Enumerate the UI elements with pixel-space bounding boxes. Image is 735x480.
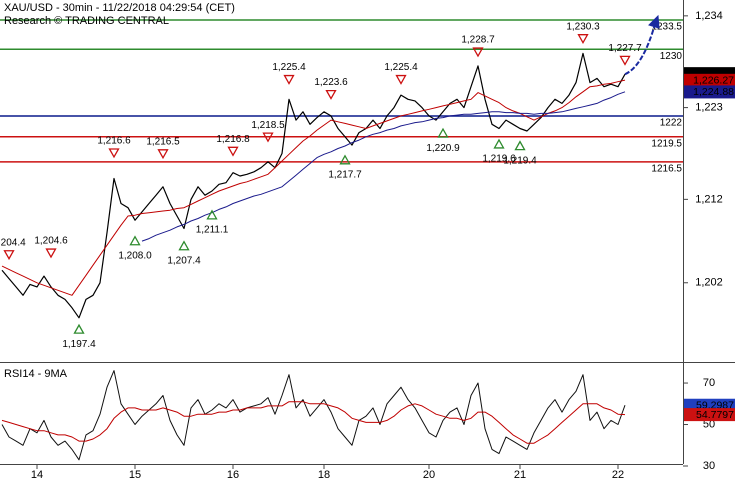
swing-low-label: 1,207.4 <box>167 255 201 266</box>
swing-high-label: 1,223.6 <box>314 77 348 88</box>
swing-low-marker <box>206 209 218 220</box>
swing-high-marker <box>395 74 407 85</box>
swing-high-label: 1,216.8 <box>216 134 250 145</box>
forecast-arrow-head <box>648 14 660 29</box>
swing-high-label: 1,230.3 <box>566 21 600 32</box>
swing-high-label: 1,218.5 <box>251 120 285 131</box>
swing-low-marker <box>514 140 526 151</box>
x-tick-label: 21 <box>514 469 526 480</box>
swing-high-marker <box>45 248 57 259</box>
swing-high-label: 1,228.7 <box>461 35 495 46</box>
x-tick-label: 22 <box>612 469 624 480</box>
swing-high-marker <box>619 55 631 66</box>
swing-low-marker <box>129 235 141 246</box>
y-tick-label: 1,212 <box>695 193 723 205</box>
y-tick-label: 1,202 <box>695 277 723 289</box>
swing-high-label: 1,216.5 <box>146 136 180 147</box>
last-value-label: 1,226.27 <box>693 75 734 87</box>
x-tick-label: 16 <box>227 469 239 480</box>
swing-low-label: 1,219.6 <box>482 154 516 165</box>
swing-high-marker <box>472 47 484 58</box>
swing-high-marker <box>108 148 120 159</box>
last-value-box <box>684 408 735 422</box>
series-line <box>1 370 626 461</box>
plot-layer <box>0 19 683 461</box>
swing-low-marker <box>339 154 351 165</box>
y-tick-label: 1,234 <box>695 10 723 22</box>
swing-high-marker <box>283 74 295 85</box>
swing-high-marker <box>577 34 589 45</box>
y-tick-label: 30 <box>703 460 715 472</box>
x-tick-label: 14 <box>31 469 43 480</box>
last-value-label: 1,224.88 <box>693 86 734 98</box>
swing-high-marker <box>157 149 169 160</box>
y-tick-label: 1,223 <box>695 102 723 114</box>
forecast-arrow <box>624 23 656 76</box>
swing-high-label: 1,216.6 <box>97 136 131 147</box>
swing-high-marker <box>325 89 337 100</box>
chart-subtitle: Research © TRADING CENTRAL <box>4 15 169 27</box>
swing-low-marker <box>437 127 449 138</box>
y-tick-label: 70 <box>703 377 715 389</box>
level-label: 1219.5 <box>651 138 682 149</box>
swing-high-label: 1,225.4 <box>384 62 418 73</box>
swing-high-label: 1,204.6 <box>34 236 68 247</box>
swing-high-marker <box>262 132 274 143</box>
series-line <box>1 401 626 444</box>
level-label: 1222 <box>660 118 683 129</box>
series-line <box>1 79 626 296</box>
level-label: 1216.5 <box>651 163 682 174</box>
x-tick-label: 18 <box>318 469 330 480</box>
swing-high-label: 1,225.4 <box>272 62 306 73</box>
swing-low-marker <box>73 323 85 334</box>
series-line <box>1 52 626 319</box>
panel-title: RSI14 - 9MA <box>4 368 68 380</box>
swing-low-label: 1,219.4 <box>503 155 537 166</box>
swing-high-label: 1,204.4 <box>0 237 26 248</box>
swing-low-label: 1,220.9 <box>426 143 460 154</box>
swing-high-label: 1,227.7 <box>608 43 642 54</box>
last-value-box <box>684 85 735 99</box>
swing-low-label: 1,197.4 <box>62 339 96 350</box>
last-value-label: 54.7797 <box>696 409 734 421</box>
series-line <box>141 91 626 242</box>
chart-title: XAU/USD - 30min - 11/22/2018 04:29:54 (C… <box>4 2 235 14</box>
swing-low-label: 1,217.7 <box>328 169 362 180</box>
level-label: 1230 <box>660 51 683 62</box>
swing-low-label: 1,208.0 <box>118 250 152 261</box>
y-tick-label: 50 <box>703 418 715 430</box>
swing-high-marker <box>3 250 15 261</box>
swing-low-label: 1,211.1 <box>196 224 229 235</box>
x-tick-label: 15 <box>129 469 141 480</box>
swing-high-marker <box>227 146 239 157</box>
x-tick-label: 20 <box>423 469 435 480</box>
level-label: 1233.5 <box>651 22 682 33</box>
last-value-box <box>684 73 735 87</box>
swing-low-marker <box>178 240 190 251</box>
swing-low-marker <box>493 138 505 149</box>
